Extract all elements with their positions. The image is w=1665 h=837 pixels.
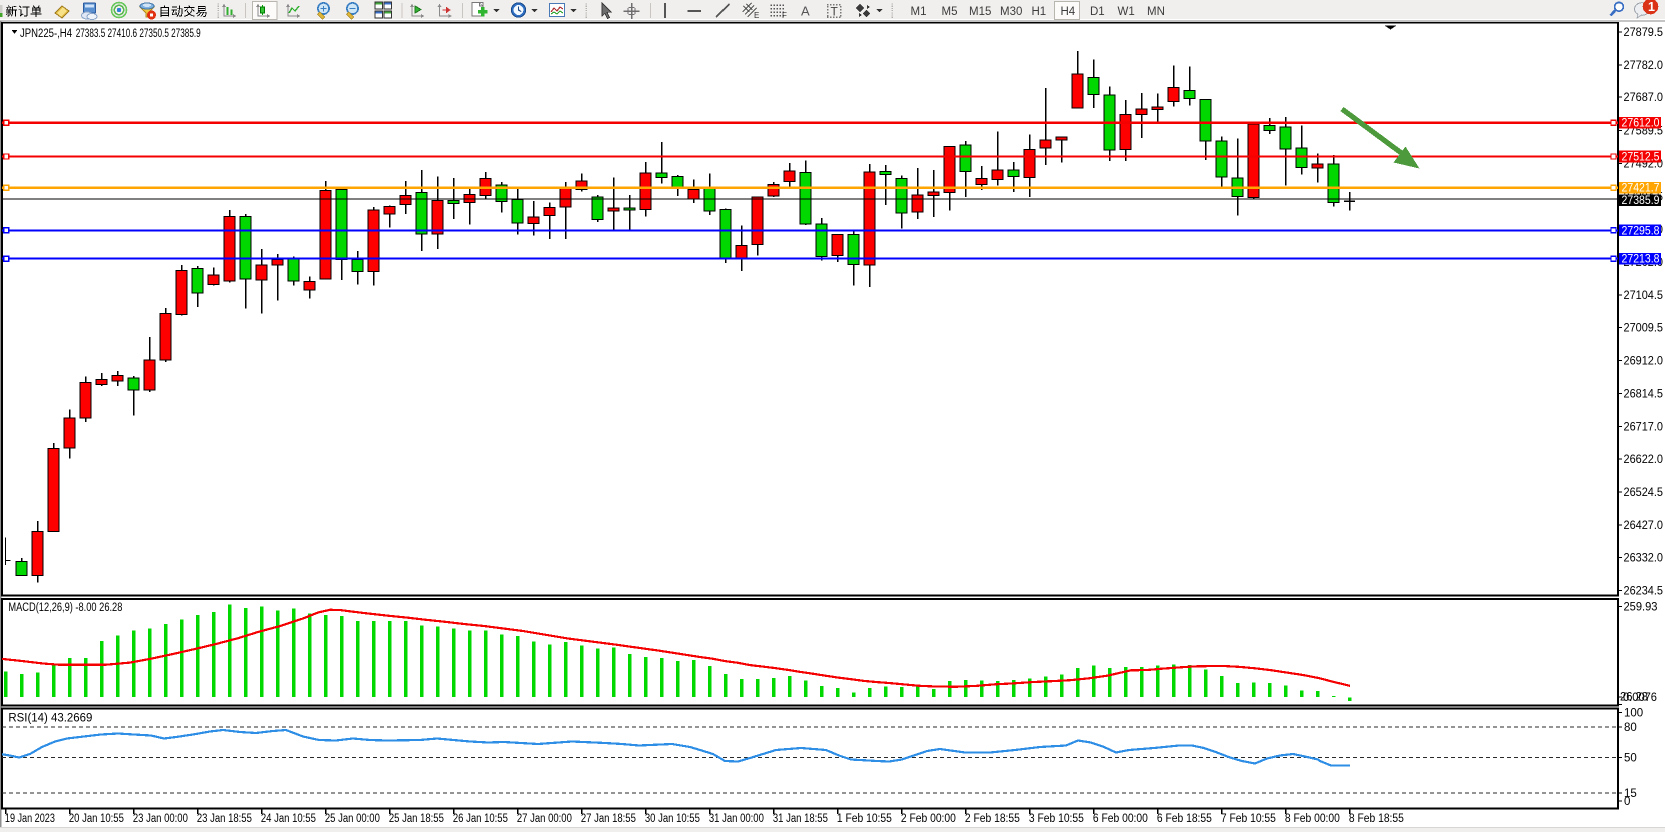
- svg-text:M15: M15: [969, 6, 991, 18]
- svg-text:27104.5: 27104.5: [1624, 290, 1664, 302]
- svg-text:26427.0: 26427.0: [1624, 520, 1664, 532]
- svg-text:26 Jan 10:55: 26 Jan 10:55: [453, 813, 508, 825]
- svg-text:M5: M5: [942, 6, 958, 18]
- svg-text:27421.7: 27421.7: [1622, 183, 1660, 195]
- svg-text:1: 1: [1648, 0, 1655, 14]
- svg-text:RSI(14) 43.2669: RSI(14) 43.2669: [8, 713, 92, 725]
- svg-text:30 Jan 10:55: 30 Jan 10:55: [645, 813, 700, 825]
- svg-text:27385.9: 27385.9: [1622, 195, 1660, 207]
- svg-text:6 Feb 00:00: 6 Feb 00:00: [1093, 813, 1148, 825]
- svg-text:E: E: [754, 11, 759, 20]
- svg-text:31 Jan 18:55: 31 Jan 18:55: [773, 813, 828, 825]
- svg-text:2 Feb 18:55: 2 Feb 18:55: [965, 813, 1020, 825]
- svg-text:27295.8: 27295.8: [1622, 225, 1660, 237]
- svg-text:8 Feb 18:55: 8 Feb 18:55: [1349, 813, 1404, 825]
- svg-text:2 Feb 00:00: 2 Feb 00:00: [901, 813, 956, 825]
- svg-text:D1: D1: [1090, 6, 1105, 18]
- svg-text:23 Jan 18:55: 23 Jan 18:55: [197, 813, 252, 825]
- svg-text:JPN225-,H4: JPN225-,H4: [20, 28, 72, 40]
- svg-text:23 Jan 00:00: 23 Jan 00:00: [133, 813, 188, 825]
- svg-text:24 Jan 10:55: 24 Jan 10:55: [261, 813, 316, 825]
- svg-text:31 Jan 00:00: 31 Jan 00:00: [709, 813, 764, 825]
- svg-text:26234.5: 26234.5: [1624, 586, 1664, 598]
- svg-text:27512.5: 27512.5: [1622, 152, 1660, 164]
- svg-text:8 Feb 00:00: 8 Feb 00:00: [1285, 813, 1340, 825]
- svg-text:MN: MN: [1147, 6, 1165, 18]
- svg-text:M30: M30: [1000, 6, 1022, 18]
- svg-text:27213.8: 27213.8: [1622, 254, 1660, 266]
- svg-text:0: 0: [1624, 796, 1630, 808]
- svg-text:27687.0: 27687.0: [1624, 92, 1664, 104]
- svg-text:26622.0: 26622.0: [1624, 454, 1664, 466]
- svg-text:H4: H4: [1061, 6, 1076, 18]
- svg-text:27 Jan 18:55: 27 Jan 18:55: [581, 813, 636, 825]
- svg-text:A: A: [801, 4, 810, 19]
- svg-text:26524.5: 26524.5: [1624, 487, 1664, 499]
- svg-text:27383.5 27410.6 27350.5 27385.: 27383.5 27410.6 27350.5 27385.9: [76, 28, 201, 40]
- svg-text:M1: M1: [911, 6, 927, 18]
- svg-text:50: 50: [1624, 752, 1637, 764]
- svg-text:1 Feb 10:55: 1 Feb 10:55: [837, 813, 892, 825]
- svg-text:25 Jan 18:55: 25 Jan 18:55: [389, 813, 444, 825]
- svg-text:100: 100: [1624, 708, 1643, 720]
- svg-text:26332.0: 26332.0: [1624, 553, 1664, 565]
- svg-text:19 Jan 2023: 19 Jan 2023: [5, 813, 55, 825]
- svg-text:15: 15: [1624, 788, 1637, 800]
- svg-text:80: 80: [1624, 722, 1637, 734]
- svg-text:27612.0: 27612.0: [1622, 118, 1660, 130]
- svg-text:27879.5: 27879.5: [1624, 27, 1664, 39]
- svg-text:F: F: [782, 11, 787, 20]
- svg-text:7 Feb 10:55: 7 Feb 10:55: [1221, 813, 1276, 825]
- svg-text:T: T: [831, 5, 839, 19]
- svg-text:W1: W1: [1118, 6, 1135, 18]
- svg-text:26717.0: 26717.0: [1624, 422, 1664, 434]
- svg-text:26814.5: 26814.5: [1624, 389, 1664, 401]
- svg-text:27782.0: 27782.0: [1624, 60, 1664, 72]
- svg-text:20 Jan 10:55: 20 Jan 10:55: [69, 813, 124, 825]
- svg-text:3 Feb 10:55: 3 Feb 10:55: [1029, 813, 1084, 825]
- svg-text:MACD(12,26,9) -8.00 26.28: MACD(12,26,9) -8.00 26.28: [8, 602, 122, 614]
- svg-text:25 Jan 00:00: 25 Jan 00:00: [325, 813, 380, 825]
- svg-text:H1: H1: [1032, 6, 1047, 18]
- svg-text:27009.5: 27009.5: [1624, 322, 1664, 334]
- svg-text:6 Feb 18:55: 6 Feb 18:55: [1157, 813, 1212, 825]
- svg-text:0.0076: 0.0076: [1623, 692, 1657, 704]
- svg-text:259.93: 259.93: [1624, 601, 1658, 613]
- svg-text:27 Jan 00:00: 27 Jan 00:00: [517, 813, 572, 825]
- svg-text:26.28: 26.28: [1620, 692, 1648, 704]
- svg-text:26912.0: 26912.0: [1624, 356, 1664, 368]
